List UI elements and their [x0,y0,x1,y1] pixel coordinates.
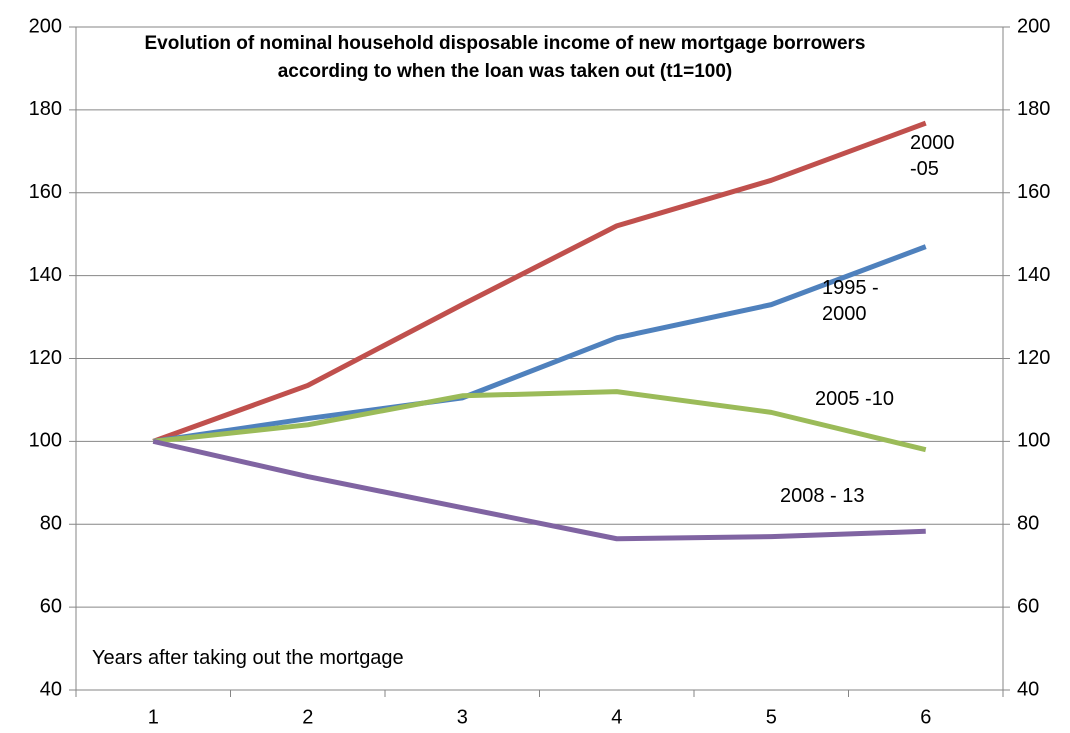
y2-tick-label: 160 [1017,181,1050,203]
series-line [152,438,926,542]
y-tick-label: 40 [40,678,62,700]
x-tick-label: 4 [611,706,622,728]
y-tick-label: 160 [29,181,62,203]
y2-tick-label: 120 [1017,347,1050,369]
y2-tick-label: 80 [1017,513,1039,535]
y-tick-label: 60 [40,595,62,617]
x-tick-label: 2 [302,706,313,728]
x-tick-label: 5 [766,706,777,728]
series-line [152,244,927,444]
y-tick-label: 120 [29,347,62,369]
y2-tick-label: 200 [1017,15,1050,37]
y-tick-label: 100 [29,430,62,452]
y2-tick-label: 100 [1017,430,1050,452]
series-label: 2008 - 13 [780,485,865,507]
series-label: 2000 -05 [910,132,955,180]
x-tick-label: 6 [920,706,931,728]
series-label: 1995 - 2000 [822,277,879,325]
y2-tick-label: 180 [1017,98,1050,120]
series-line [152,120,927,444]
y-tick-label: 180 [29,98,62,120]
y-tick-label: 200 [29,15,62,37]
y-tick-label: 140 [29,264,62,286]
series-label: 2005 -10 [815,388,894,410]
x-tick-label: 3 [457,706,468,728]
series-line [152,389,927,453]
y2-tick-label: 40 [1017,678,1039,700]
y-tick-label: 80 [40,513,62,535]
x-axis-label: Years after taking out the mortgage [92,647,404,669]
x-tick-label: 1 [148,706,159,728]
chart-title: Evolution of nominal household disposabl… [144,33,866,82]
y2-tick-label: 140 [1017,264,1050,286]
y2-tick-label: 60 [1017,595,1039,617]
